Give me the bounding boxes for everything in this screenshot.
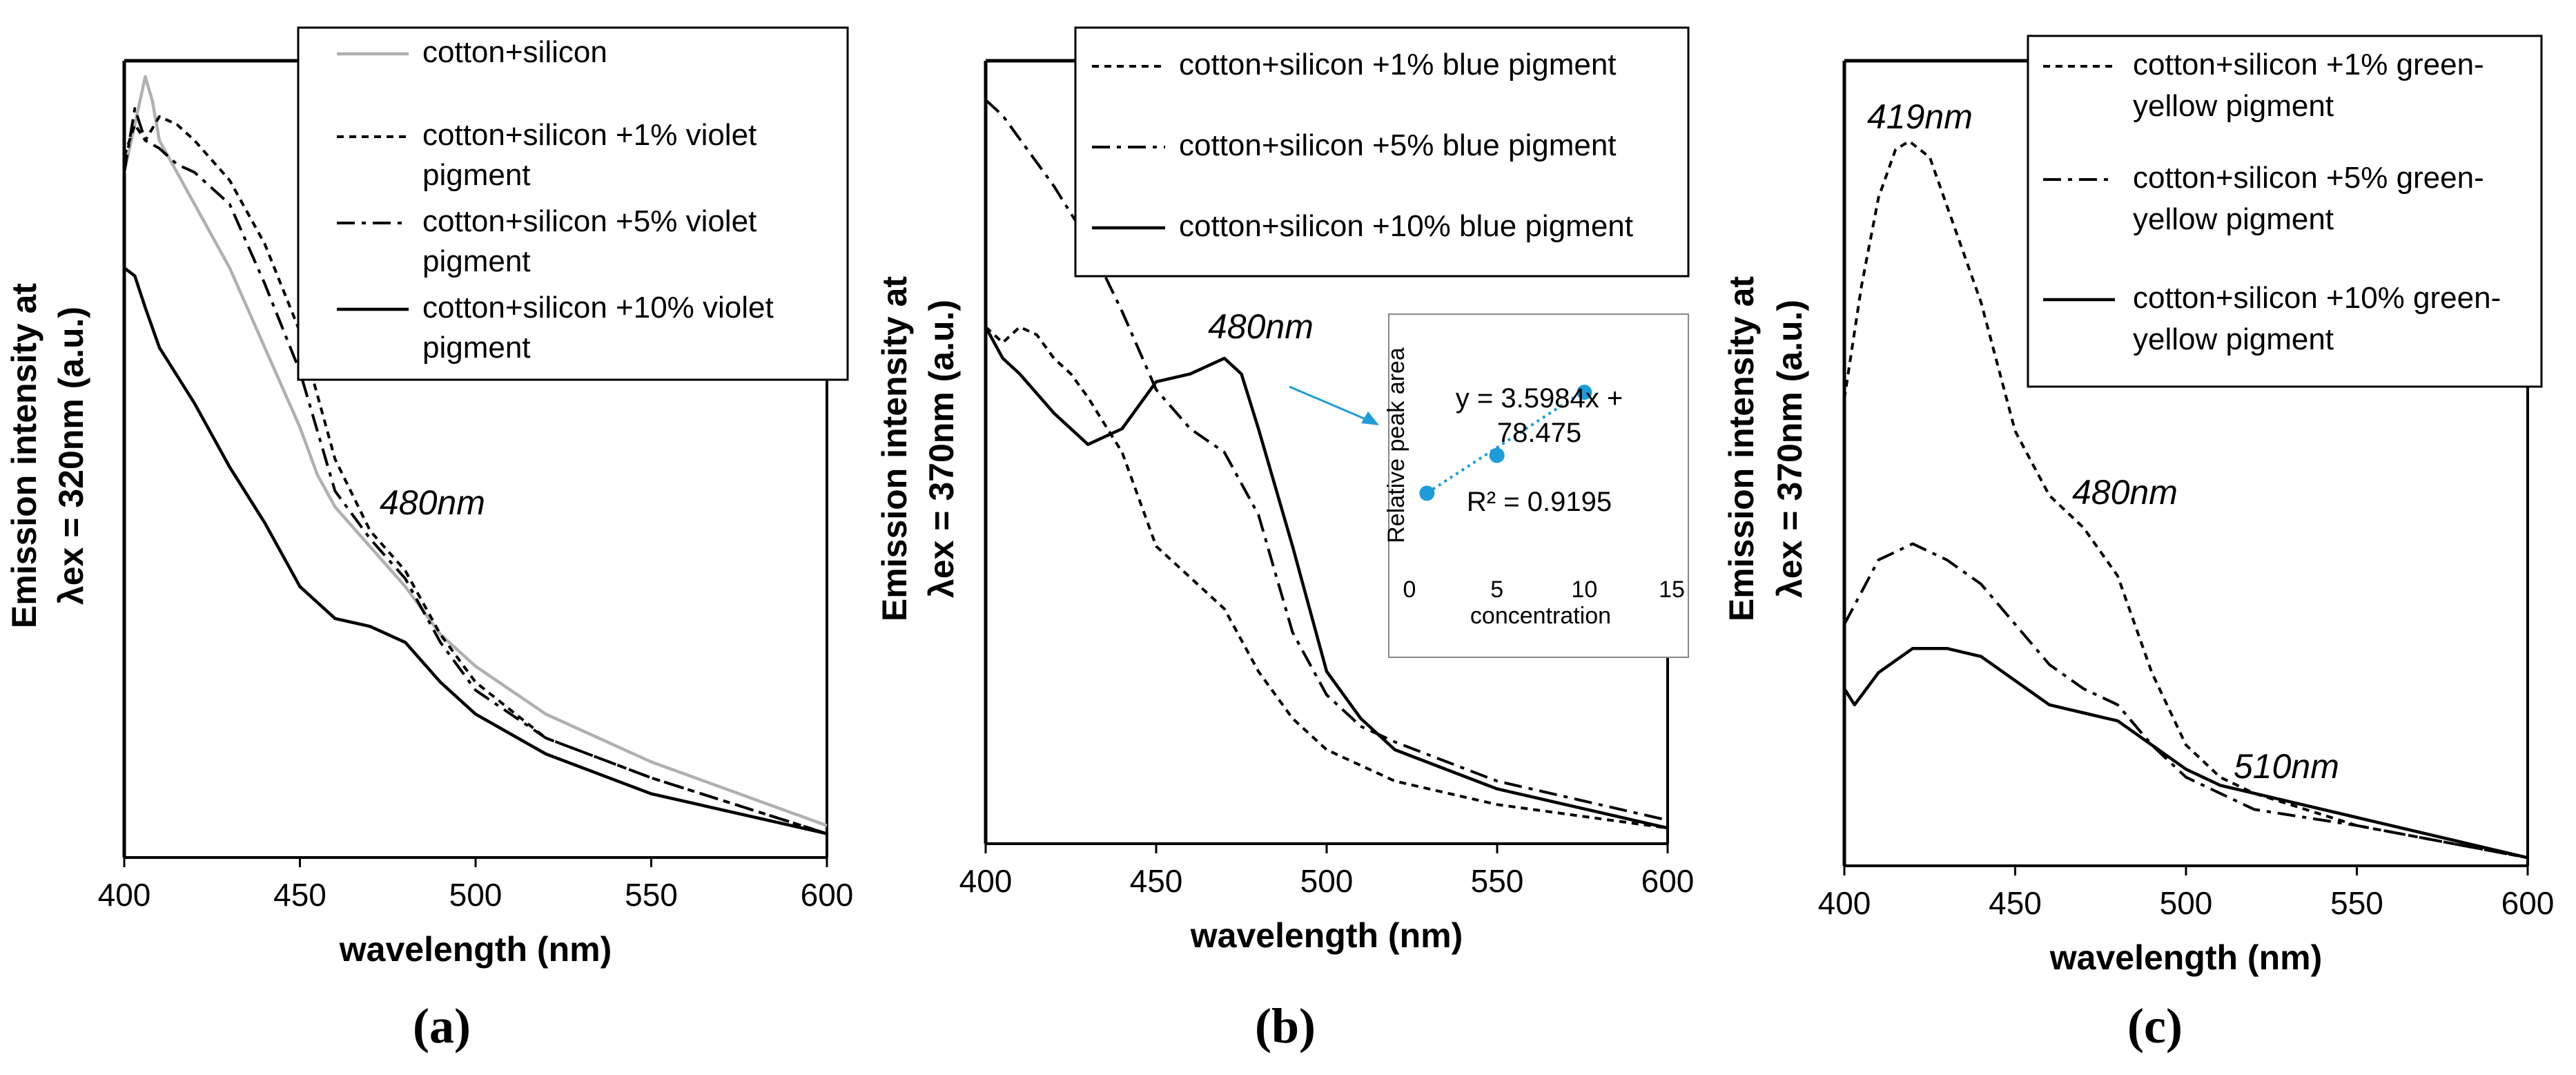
legend-entry: cotton+silicon +5% violet <box>422 204 757 238</box>
legend-entry: cotton+silicon +1% blue pigment <box>1179 48 1617 81</box>
peak-annotation: 419nm <box>1867 97 1973 136</box>
legend-frame <box>297 26 849 381</box>
inset-equation: R² = 0.9195 <box>1467 487 1612 517</box>
peak-annotation: 510nm <box>2234 747 2339 786</box>
chart-panel-3: 400 450 500 550 600 wavelength (nm) Emission i… <box>1722 35 2555 1054</box>
x-tick-label: 500 <box>449 877 502 913</box>
inset-point <box>1489 447 1505 463</box>
inset-x-tick: 5 <box>1490 577 1503 603</box>
legend-entry: cotton+silicon +5% green- <box>2133 161 2484 195</box>
y-axis-label: Emission intensity at <box>5 283 43 628</box>
inset-x-label: concentration <box>1470 603 1611 629</box>
y-axis-label: λex = 370nm (a.u.) <box>922 300 961 598</box>
legend-entry: cotton+silicon +5% blue pigment <box>1179 128 1617 162</box>
inset-point <box>1577 385 1592 400</box>
x-tick-label: 600 <box>1641 863 1695 899</box>
inset-x-tick: 15 <box>1659 577 1685 603</box>
series-line-3 <box>1843 646 2528 860</box>
x-tick-label: 600 <box>801 877 854 913</box>
x-tick-label: 600 <box>2501 885 2555 921</box>
x-tick-label: 450 <box>1989 885 2042 921</box>
legend-entry: cotton+silicon +10% green- <box>2133 281 2501 315</box>
y-axis-label: Emission intensity at <box>1722 276 1761 621</box>
chart-panel-1: 400 450 500 550 600 wavelength (nm) Emission i… <box>5 26 854 1054</box>
series-line-2 <box>123 115 828 835</box>
series-line-1 <box>1843 139 2528 860</box>
legend-entry: yellow pigment <box>2133 202 2334 236</box>
x-tick-label: 500 <box>2160 885 2213 921</box>
panel-label: (c) <box>2127 998 2183 1054</box>
peak-annotation: 480nm <box>2072 473 2178 512</box>
panel-label: (a) <box>413 998 471 1054</box>
series-line-2 <box>1843 542 2528 860</box>
legend-entry: yellow pigment <box>2133 322 2334 356</box>
chart-panel-2: 400 450 500 550 600 wavelength (nm) Emission i… <box>875 26 1695 1054</box>
inset-point <box>1419 485 1435 501</box>
series-line-4 <box>123 267 828 835</box>
x-tick-label: 550 <box>2330 885 2383 921</box>
legend-entry: cotton+silicon <box>422 35 607 69</box>
series-line-3 <box>984 326 1668 830</box>
x-tick-label: 550 <box>1471 863 1524 899</box>
x-tick-label: 400 <box>959 863 1013 899</box>
x-tick-label: 500 <box>1300 863 1354 899</box>
inset-y-label: Relative peak area <box>1383 347 1409 543</box>
x-axis-label: wavelength (nm) <box>1190 916 1463 955</box>
inset-pointer-arrowhead <box>1361 411 1379 425</box>
x-axis-label: wavelength (nm) <box>2049 938 2322 977</box>
legend: cotton+silicon +1% blue pigment cotton+si… <box>1074 26 1690 278</box>
x-tick-label: 550 <box>625 877 678 913</box>
panel-label: (b) <box>1255 998 1316 1054</box>
x-tick-label: 400 <box>1818 885 1871 921</box>
inset-equation: y = 3.5984x + <box>1456 383 1623 414</box>
x-tick-label: 450 <box>273 877 326 913</box>
y-axis-label: Emission intensity at <box>875 276 914 621</box>
legend-frame <box>1074 26 1690 278</box>
legend-entry: cotton+silicon +10% blue pigment <box>1179 209 1633 243</box>
peak-annotation: 480nm <box>380 483 485 522</box>
legend-entry: cotton+silicon +10% violet <box>422 291 774 325</box>
series-line-2 <box>984 99 1668 822</box>
series-line-1 <box>122 75 828 827</box>
legend-entry: pigment <box>422 244 531 278</box>
legend: cotton+silicon cotton+silicon +1% violet p… <box>297 26 849 381</box>
legend-entry: cotton+silicon +1% violet <box>422 118 757 152</box>
inset-x-tick: 10 <box>1571 577 1597 603</box>
inset-equation: 78.475 <box>1497 418 1581 448</box>
legend-entry: pigment <box>422 158 531 192</box>
inset-x-tick: 0 <box>1403 577 1416 603</box>
x-tick-label: 450 <box>1130 863 1183 899</box>
x-tick-label: 400 <box>98 877 151 913</box>
legend-entry: pigment <box>422 331 531 365</box>
series-line-1 <box>984 325 1668 830</box>
peak-annotation: 480nm <box>1208 307 1314 346</box>
y-axis-label: λex = 370nm (a.u.) <box>1770 300 1809 598</box>
y-axis-label: λex = 320nm (a.u.) <box>52 307 90 605</box>
x-axis-label: wavelength (nm) <box>339 930 612 969</box>
inset-chart: 0 5 10 15 concentration Relative peak area y =… <box>1289 313 1689 658</box>
legend-entry: yellow pigment <box>2133 89 2334 123</box>
legend-frame <box>2027 35 2543 388</box>
inset-pointer-arrow <box>1289 385 1374 424</box>
legend-entry: cotton+silicon +1% green- <box>2133 48 2484 81</box>
legend: cotton+silicon +1% green-yellow pigment c… <box>2027 35 2543 388</box>
